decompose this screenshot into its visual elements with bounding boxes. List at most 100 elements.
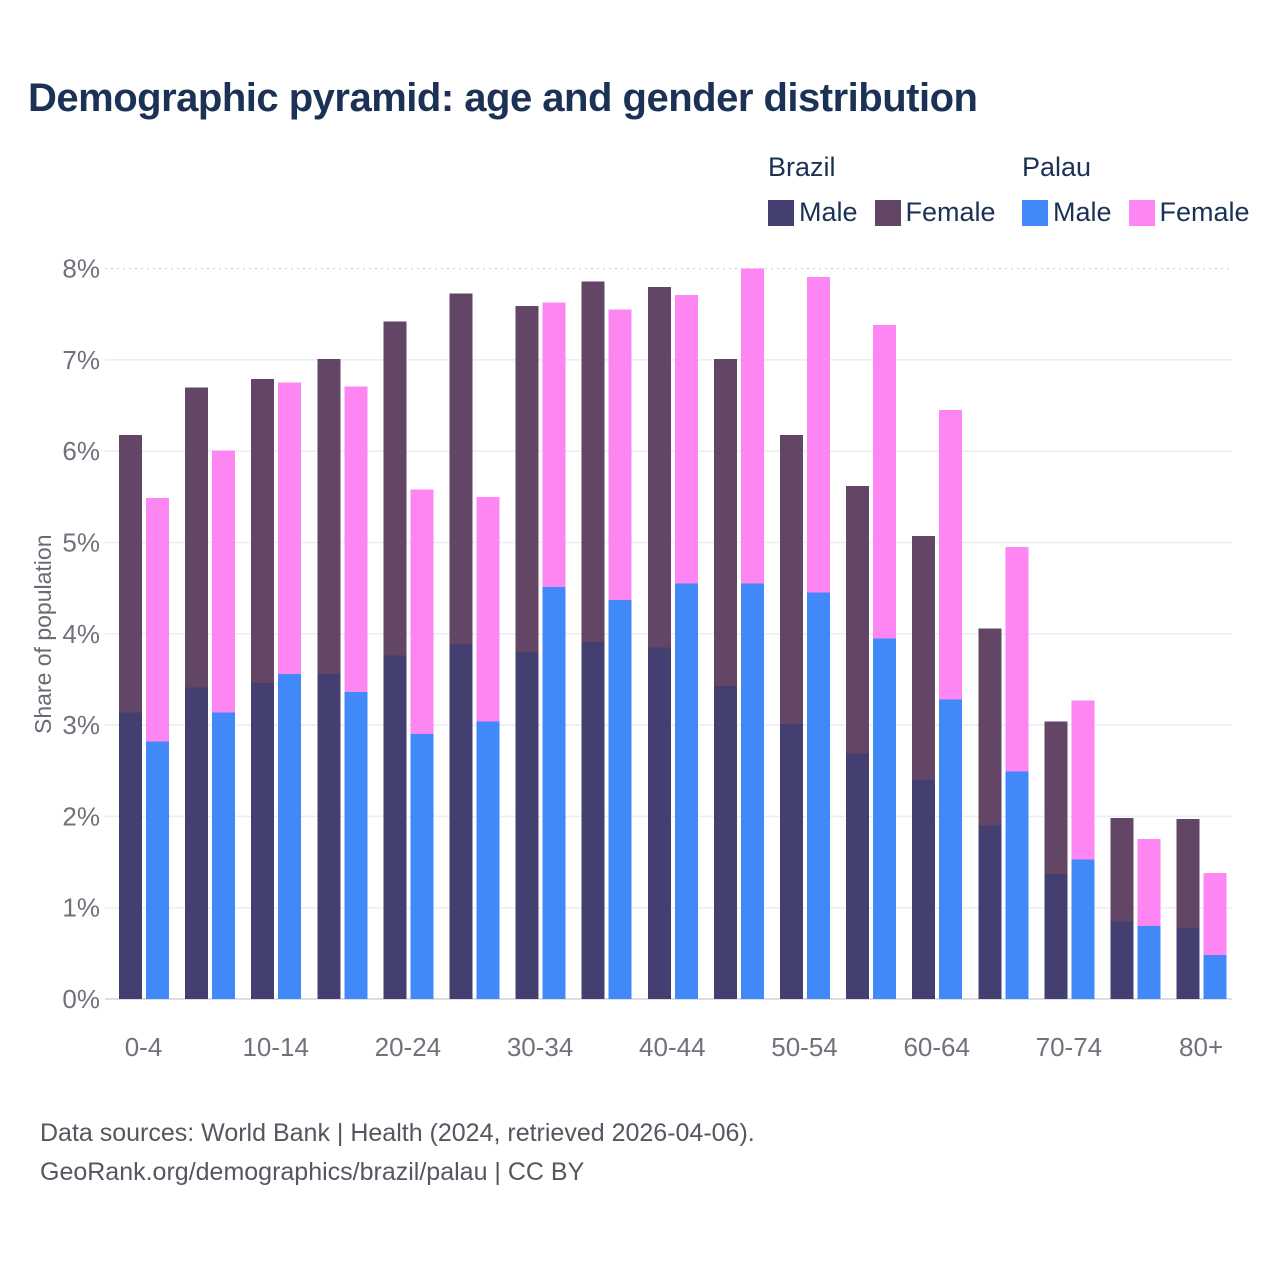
- legend-country-brazil: Brazil: [768, 152, 836, 182]
- legend-items-palau: Male Female: [1022, 197, 1250, 228]
- bar-brazil-female-50-54: [780, 434, 803, 725]
- bar-brazil-male-20-24: [383, 655, 407, 999]
- bar-brazil-female-55-59: [846, 485, 870, 754]
- bar-palau-female-40-44: [674, 295, 698, 584]
- footer: Data sources: World Bank | Health (2024,…: [40, 1114, 755, 1192]
- bar-brazil-female-10-14: [251, 379, 275, 684]
- legend-item-brazil-male: Male: [768, 197, 858, 228]
- bar-palau-male-60-64: [939, 699, 963, 999]
- bar-palau-female-70-74: [1071, 700, 1095, 860]
- y-tick-label: 0%: [62, 984, 100, 1014]
- bar-palau-female-80+: [1203, 873, 1227, 956]
- bar-brazil-male-0-4: [119, 712, 142, 999]
- x-tick-label: 20-24: [375, 1032, 442, 1062]
- legend-item-brazil-female: Female: [874, 197, 996, 228]
- bar-brazil-female-75-79: [1110, 818, 1134, 922]
- bar-brazil-female-45-49: [713, 358, 737, 686]
- y-tick-label: 1%: [62, 893, 100, 923]
- bar-brazil-female-5-9: [185, 387, 209, 688]
- bar-brazil-female-20-24: [383, 321, 407, 656]
- bar-brazil-female-70-74: [1044, 721, 1068, 874]
- bar-brazil-male-60-64: [912, 779, 936, 999]
- bar-palau-female-35-39: [608, 309, 632, 601]
- y-tick-label: 4%: [62, 619, 100, 649]
- bar-brazil-female-80+: [1176, 819, 1200, 928]
- legend-label-brazil-female: Female: [905, 197, 996, 227]
- legend-country-palau: Palau: [1022, 152, 1092, 182]
- bar-brazil-male-5-9: [185, 687, 209, 999]
- x-tick-label: 0-4: [125, 1032, 163, 1062]
- bar-palau-female-30-34: [542, 302, 566, 588]
- bar-palau-male-50-54: [807, 592, 830, 999]
- x-tick-label: 60-64: [903, 1032, 970, 1062]
- y-tick-label: 8%: [62, 254, 100, 284]
- y-tick-label: 7%: [62, 345, 100, 375]
- footer-line-1: Data sources: World Bank | Health (2024,…: [40, 1119, 755, 1147]
- bar-palau-female-20-24: [410, 489, 434, 735]
- bar-brazil-male-80+: [1176, 927, 1200, 999]
- legend-group-palau: Palau Male Female: [1022, 152, 1250, 228]
- legend-label-palau-male: Male: [1053, 197, 1112, 227]
- bar-palau-male-25-29: [476, 721, 500, 999]
- bar-brazil-male-35-39: [581, 642, 605, 999]
- bar-palau-male-45-49: [740, 583, 764, 999]
- bar-brazil-female-30-34: [515, 306, 539, 653]
- bar-palau-female-45-49: [740, 268, 764, 584]
- chart-title: Demographic pyramid: age and gender dist…: [28, 76, 978, 120]
- bar-brazil-male-30-34: [515, 652, 539, 999]
- brazil-male-swatch-icon: [768, 199, 794, 226]
- bar-palau-female-5-9: [212, 450, 236, 713]
- x-tick-label: 40-44: [639, 1032, 706, 1062]
- bar-brazil-female-40-44: [647, 286, 671, 648]
- bar-palau-female-25-29: [476, 496, 500, 722]
- bar-palau-female-15-19: [344, 386, 368, 693]
- y-tick-label: 5%: [62, 528, 100, 558]
- bar-brazil-male-15-19: [317, 673, 341, 999]
- palau-female-swatch-icon: [1128, 199, 1155, 226]
- legend-items-brazil: Male Female: [768, 197, 996, 228]
- bar-brazil-female-25-29: [449, 293, 473, 644]
- y-tick-label: 3%: [62, 710, 100, 740]
- y-tick-label: 6%: [62, 436, 100, 466]
- bar-palau-male-30-34: [542, 587, 566, 999]
- bar-palau-female-10-14: [278, 382, 302, 674]
- legend-item-palau-female: Female: [1128, 197, 1250, 228]
- bar-palau-male-70-74: [1071, 859, 1095, 999]
- bar-brazil-male-25-29: [449, 643, 473, 999]
- legend-item-palau-male: Male: [1022, 197, 1112, 228]
- brazil-female-swatch-icon: [874, 199, 901, 226]
- bar-palau-female-75-79: [1137, 839, 1161, 926]
- bar-brazil-male-45-49: [713, 685, 737, 999]
- bar-palau-male-15-19: [344, 692, 368, 999]
- bar-palau-male-5-9: [212, 712, 236, 999]
- bar-brazil-male-40-44: [647, 647, 671, 999]
- x-tick-label: 70-74: [1036, 1032, 1103, 1062]
- bar-palau-female-65-69: [1005, 547, 1029, 772]
- x-tick-label: 30-34: [507, 1032, 574, 1062]
- bar-brazil-male-75-79: [1110, 921, 1134, 999]
- legend-label-palau-female: Female: [1159, 197, 1250, 227]
- x-tick-label: 80+: [1179, 1032, 1223, 1062]
- bar-palau-male-35-39: [608, 600, 632, 999]
- bar-brazil-male-55-59: [846, 753, 870, 999]
- bar-brazil-female-60-64: [912, 536, 936, 780]
- bar-palau-male-10-14: [278, 673, 302, 999]
- bar-palau-male-75-79: [1137, 925, 1161, 999]
- bar-palau-female-55-59: [873, 325, 897, 639]
- bar-palau-male-0-4: [146, 741, 169, 999]
- palau-male-swatch-icon: [1022, 199, 1048, 226]
- bar-brazil-male-10-14: [251, 683, 275, 999]
- bar-palau-male-20-24: [410, 734, 434, 999]
- legend-label-brazil-male: Male: [799, 197, 858, 227]
- legend-group-brazil: Brazil Male Female: [768, 152, 996, 228]
- bar-palau-male-80+: [1203, 955, 1227, 999]
- x-tick-label: 50-54: [771, 1032, 838, 1062]
- bar-palau-female-0-4: [146, 497, 169, 742]
- footer-line-2: GeoRank.org/demographics/brazil/palau | …: [40, 1158, 585, 1186]
- bar-brazil-male-50-54: [780, 724, 803, 999]
- bar-palau-female-60-64: [939, 410, 963, 700]
- bar-palau-female-50-54: [807, 276, 830, 593]
- bar-brazil-female-15-19: [317, 358, 341, 674]
